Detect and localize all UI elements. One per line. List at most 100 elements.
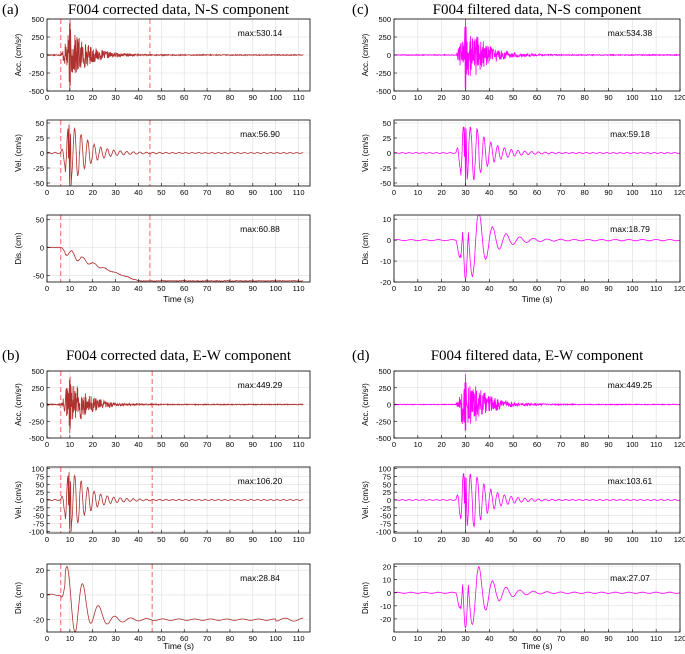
x-tick-label: 20: [437, 93, 445, 102]
y-tick-label: 500: [378, 367, 391, 376]
x-tick-label: 0: [392, 440, 396, 449]
axes-frame: [46, 214, 311, 283]
y-tick-label: 0: [387, 589, 391, 598]
x-tick-label: 90: [604, 634, 612, 643]
x-tick-label: 80: [226, 93, 234, 102]
y-tick-label: -50: [33, 179, 44, 188]
x-tick-label: 90: [604, 440, 612, 449]
y-axis-label: Dis. (cm): [361, 582, 370, 614]
series-line: [393, 374, 681, 431]
x-tick-label: 120: [674, 634, 685, 643]
x-tick-label: 30: [461, 535, 469, 544]
panel-d: (d) F004 filtered data, E-W component5002…: [352, 348, 685, 651]
x-tick-label: 80: [580, 93, 588, 102]
x-tick-label: 60: [180, 634, 188, 643]
y-tick-label: -50: [33, 512, 44, 521]
panel-b: (b) F004 corrected data, E-W component500…: [2, 348, 311, 651]
x-tick-label: 40: [485, 188, 493, 197]
y-tick-label: 50: [36, 119, 44, 128]
x-tick-label: 70: [203, 284, 211, 293]
y-tick-label: 0: [40, 401, 44, 410]
y-tick-label: -250: [376, 69, 391, 78]
y-tick-label: -50: [380, 512, 391, 521]
y-tick-label: 250: [31, 384, 44, 393]
x-tick-label: 50: [509, 188, 517, 197]
x-tick-label: 100: [626, 535, 639, 544]
x-tick-label: 40: [134, 440, 142, 449]
x-tick-label: 110: [650, 284, 662, 293]
x-tick-label: 120: [674, 188, 685, 197]
y-tick-label: 0: [387, 401, 391, 410]
x-tick-label: 0: [392, 188, 396, 197]
x-tick-label: 60: [533, 188, 541, 197]
x-tick-label: 10: [66, 188, 74, 197]
y-tick-label: -100: [29, 527, 44, 536]
x-tick-label: 70: [203, 440, 211, 449]
x-tick-label: 100: [269, 634, 282, 643]
x-tick-label: 80: [580, 535, 588, 544]
x-tick-label: 80: [580, 188, 588, 197]
series-line: [393, 214, 681, 280]
panel-letter: (d): [352, 348, 370, 364]
x-tick-label: 50: [157, 93, 165, 102]
panel-title: F004 corrected data, E-W component: [66, 348, 292, 364]
x-tick-label: 30: [461, 440, 469, 449]
y-tick-label: -25: [380, 504, 391, 513]
y-tick-label: 50: [383, 119, 391, 128]
x-tick-label: 40: [134, 634, 142, 643]
y-tick-label: 0: [40, 149, 44, 158]
x-tick-label: 60: [533, 535, 541, 544]
x-tick-label: 70: [557, 634, 565, 643]
y-axis-label: Dis. (cm): [14, 582, 23, 614]
series-line: [46, 246, 304, 282]
y-tick-label: -250: [29, 417, 44, 426]
x-tick-label: 70: [203, 93, 211, 102]
max-annotation: max:103.61: [608, 476, 653, 486]
series-line: [393, 126, 681, 187]
x-tick-label: 90: [249, 93, 257, 102]
x-tick-label: 100: [269, 535, 282, 544]
max-annotation: max:449.29: [238, 380, 283, 390]
y-tick-label: 250: [378, 33, 391, 42]
y-tick-label: 50: [36, 480, 44, 489]
x-tick-label: 70: [557, 284, 565, 293]
x-tick-label: 110: [650, 535, 662, 544]
x-tick-label: 20: [437, 535, 445, 544]
y-tick-label: 10: [383, 576, 391, 585]
x-tick-label: 0: [45, 535, 49, 544]
y-tick-label: 50: [36, 215, 44, 224]
x-tick-label: 10: [66, 634, 74, 643]
x-tick-label: 0: [392, 93, 396, 102]
x-tick-label: 10: [414, 440, 422, 449]
max-annotation: max:59.18: [610, 129, 650, 139]
y-tick-label: 0: [387, 149, 391, 158]
max-annotation: max:530.14: [238, 28, 283, 38]
x-tick-label: 30: [461, 284, 469, 293]
y-tick-label: 25: [383, 134, 391, 143]
x-tick-label: 50: [157, 535, 165, 544]
x-tick-label: 30: [111, 634, 119, 643]
max-annotation: max:18.79: [610, 224, 650, 234]
x-tick-label: 60: [533, 634, 541, 643]
y-tick-label: -500: [376, 434, 391, 443]
x-tick-label: 90: [249, 284, 257, 293]
x-tick-label: 30: [111, 188, 119, 197]
x-tick-label: 60: [533, 440, 541, 449]
x-tick-label: 90: [604, 284, 612, 293]
y-axis-label: Acc. (cm/s²): [14, 33, 23, 76]
x-tick-label: 30: [111, 284, 119, 293]
x-tick-label: 120: [674, 440, 685, 449]
y-tick-label: 25: [383, 488, 391, 497]
x-axis-label: Time (s): [163, 641, 194, 651]
x-tick-label: 30: [461, 93, 469, 102]
x-tick-label: 80: [580, 284, 588, 293]
x-tick-label: 30: [111, 535, 119, 544]
x-tick-label: 110: [293, 284, 305, 293]
x-tick-label: 110: [650, 440, 662, 449]
y-tick-label: -250: [29, 69, 44, 78]
x-tick-label: 100: [626, 188, 639, 197]
y-axis-label: Acc. (cm/s²): [361, 33, 370, 76]
